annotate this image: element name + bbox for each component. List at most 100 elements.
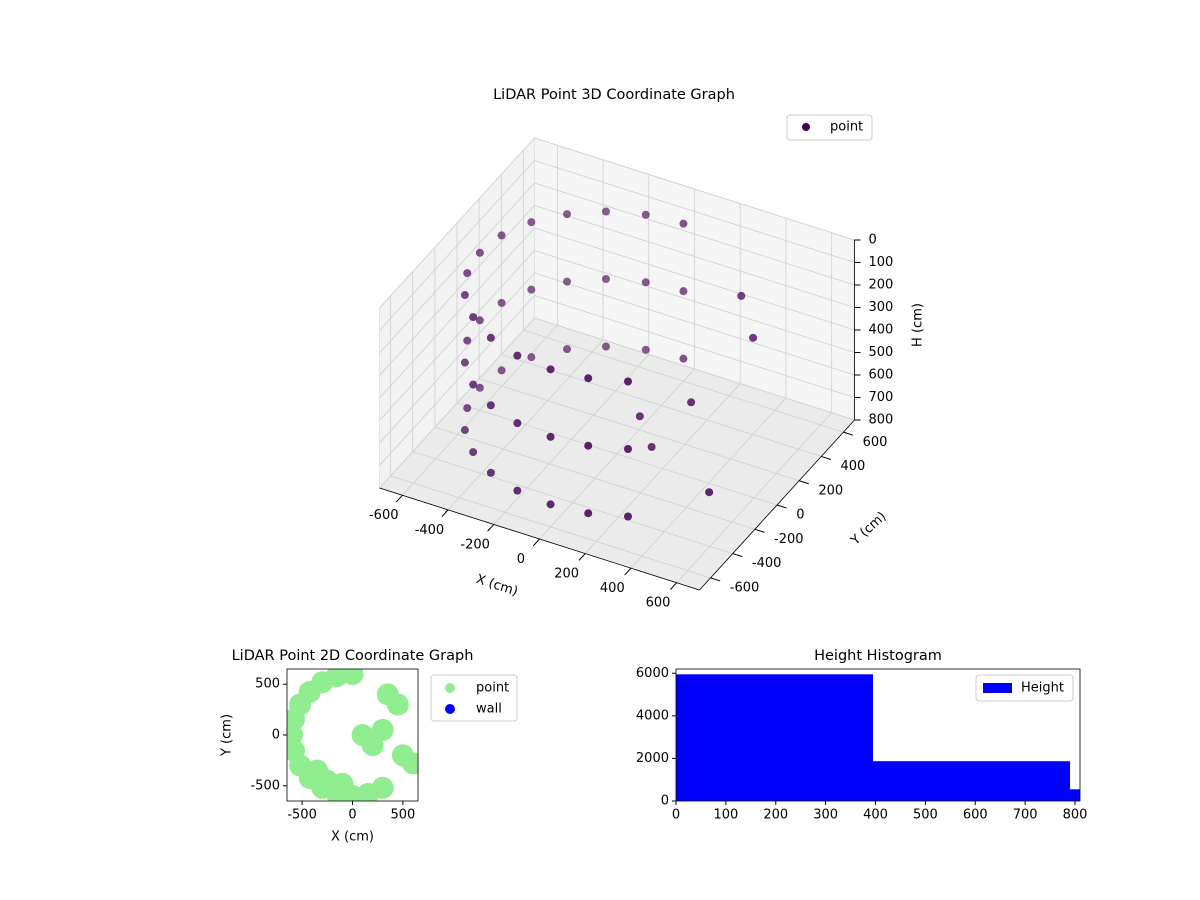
grid-line (534, 272, 855, 376)
legend-label: wall (476, 702, 502, 717)
chart-title: LiDAR Point 2D Coordinate Graph (232, 648, 474, 664)
data-point (679, 287, 688, 296)
legend-box (786, 114, 873, 141)
data-point (679, 354, 688, 363)
grid-line (534, 182, 855, 286)
x-tick-label: 0 (348, 808, 356, 823)
tick-mark (670, 582, 678, 590)
x-tick-label: 600 (646, 596, 671, 611)
grid-line (456, 402, 778, 506)
y-tick-label: -200 (774, 532, 804, 547)
data-point (624, 512, 632, 521)
data-point (641, 278, 650, 287)
data-point (602, 207, 610, 216)
data-point (497, 231, 506, 240)
legend-marker (445, 683, 455, 693)
data-point (563, 277, 572, 286)
data-point (563, 210, 572, 219)
x-tick-label: 500 (913, 808, 938, 823)
data-point (401, 752, 418, 775)
tick-mark (732, 553, 743, 558)
grid-line (534, 317, 855, 421)
y-tick-label: -600 (730, 580, 760, 595)
data-point (687, 398, 696, 407)
tick-mark (843, 431, 854, 436)
data-point (546, 500, 555, 509)
legend-label: point (476, 681, 509, 696)
tick-mark (821, 455, 832, 460)
grid-line (534, 205, 855, 308)
axes-frame (675, 668, 1081, 802)
data-point (469, 448, 478, 457)
bar (873, 761, 1071, 801)
bar (676, 674, 874, 801)
x-axis-label: X (cm) (331, 830, 374, 845)
tick-mark (487, 524, 495, 532)
data-point (737, 291, 746, 300)
grid-line (534, 137, 855, 241)
data-point (563, 345, 572, 354)
z-axis-label: H (cm) (911, 303, 926, 347)
data-point (527, 218, 536, 227)
y-axis (699, 419, 855, 591)
grid-line (534, 227, 855, 331)
data-point (475, 248, 484, 257)
grid-line (434, 426, 755, 530)
tick-mark (395, 494, 403, 503)
x-tick-label: -400 (415, 523, 445, 538)
data-point (679, 219, 688, 228)
data-point (546, 432, 555, 441)
grid-line (379, 137, 535, 309)
data-point (641, 210, 650, 219)
x-tick-label: 500 (390, 808, 415, 823)
grid-line (534, 160, 855, 263)
data-point (486, 401, 495, 410)
x-tick-label: 300 (813, 808, 838, 823)
legend-label: point (830, 120, 863, 135)
data-point (513, 419, 522, 428)
x-axis (379, 487, 700, 591)
y-tick-label: 6000 (636, 666, 669, 681)
grid-line (379, 205, 535, 376)
y-tick-label: 0 (661, 794, 669, 809)
z-tick-label: 700 (869, 390, 894, 405)
y-axis-label: Y (cm) (847, 509, 889, 549)
data-point (513, 351, 522, 360)
y-tick-label: 200 (818, 483, 843, 498)
data-point (513, 486, 522, 495)
data-point (497, 298, 506, 307)
grid-line (379, 272, 535, 444)
tick-mark (710, 577, 721, 582)
data-point (527, 285, 536, 294)
x-tick-label: 800 (1063, 808, 1088, 823)
data-point (486, 468, 495, 477)
bar (1070, 789, 1080, 801)
z-tick-label: 800 (869, 413, 894, 428)
tick-mark (776, 504, 787, 509)
z-tick-label: 300 (869, 300, 894, 315)
grid-line (379, 295, 535, 466)
grid-line (379, 317, 535, 489)
data-point (602, 275, 610, 283)
data-point (460, 358, 469, 367)
axes-frame (286, 668, 419, 802)
data-point (705, 488, 714, 497)
data-point (527, 353, 536, 362)
x-tick-label: 400 (600, 581, 625, 596)
grid-line (534, 295, 855, 398)
data-point (486, 333, 495, 342)
grid-line (412, 451, 733, 554)
grid-line (479, 378, 800, 482)
x-tick-label: 100 (713, 808, 738, 823)
x-axis-label: X (cm) (474, 572, 520, 600)
grid-line (379, 182, 535, 354)
z-tick-label: 500 (869, 345, 894, 360)
chart-title: LiDAR Point 3D Coordinate Graph (493, 87, 735, 103)
legend-box (975, 674, 1074, 702)
grid-line (379, 227, 535, 399)
y-tick-label: -400 (752, 556, 782, 571)
data-point (647, 442, 656, 451)
data-point (602, 342, 610, 351)
tick-mark (754, 528, 765, 533)
legend-marker (983, 683, 1012, 693)
